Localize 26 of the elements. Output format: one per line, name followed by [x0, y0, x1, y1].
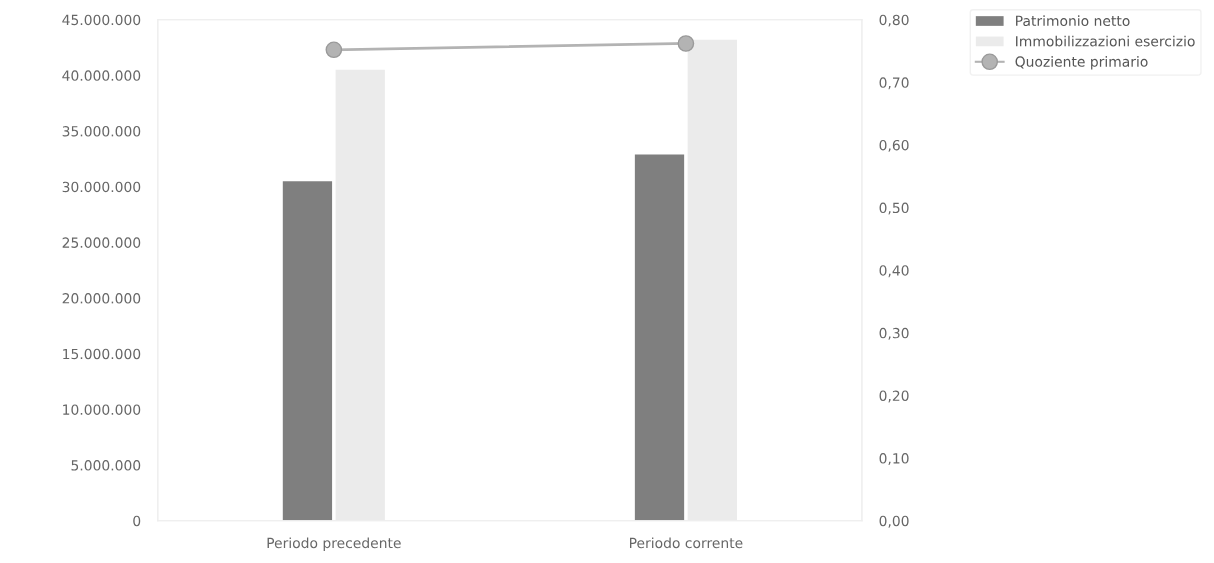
- y-tick-label: 35.000.000: [62, 126, 141, 137]
- bar: [282, 181, 333, 521]
- y2-tick-label: 0,70: [879, 77, 909, 90]
- y2-tick-label: 0,40: [879, 265, 909, 278]
- y2-tick-label: 0,20: [879, 390, 909, 403]
- bar: [634, 154, 685, 521]
- legend-label: Quoziente primario: [1015, 56, 1148, 70]
- y2-tick-label: 0,30: [879, 327, 909, 340]
- legend-label: Patrimonio netto: [1016, 15, 1130, 27]
- y-tick-label: 15.000.000: [63, 348, 141, 360]
- y-tick-label: 45.000.000: [62, 14, 141, 26]
- x-tick-label: Periodo corrente: [630, 537, 743, 549]
- y-tick-label: 25.000.000: [62, 237, 141, 248]
- y-tick-label: 0: [133, 515, 141, 527]
- y-tick-label: 10.000.000: [63, 404, 141, 415]
- y2-tick-label: 0,80: [879, 14, 909, 27]
- y2-tick-label: 0,10: [879, 453, 909, 466]
- y-tick-label: 5.000.000: [71, 460, 141, 471]
- y2-tick-label: 0,60: [879, 139, 909, 152]
- legend-label: Immobilizzazioni esercizio: [1016, 35, 1195, 47]
- y-tick-label: 30.000.000: [62, 181, 141, 193]
- y2-tick-label: 0,00: [879, 515, 909, 528]
- y-tick-label: 40.000.000: [62, 70, 141, 81]
- x-tick-label: Periodo precedente: [267, 537, 401, 551]
- y-tick-label: 20.000.000: [62, 293, 141, 304]
- y2-tick-label: 0,50: [879, 202, 909, 215]
